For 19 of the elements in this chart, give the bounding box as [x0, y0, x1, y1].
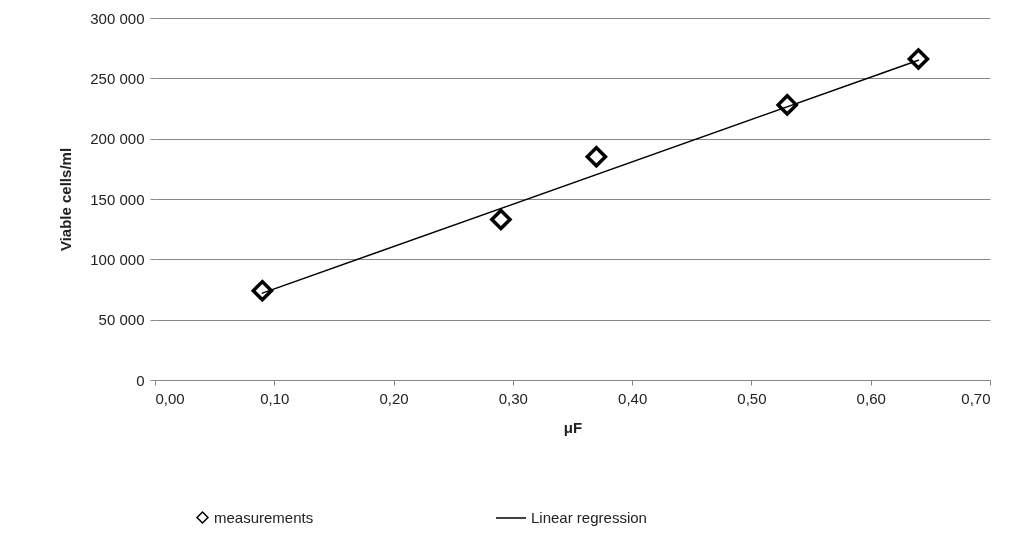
y-tick-label: 300 000: [90, 9, 145, 27]
x-tick-label: 0,30: [498, 389, 528, 407]
x-tick-label: 0,40: [618, 389, 648, 407]
y-tick-label: 100 000: [90, 250, 145, 268]
x-tick-label: 0,50: [737, 389, 767, 407]
legend-label: measurements: [214, 508, 314, 526]
y-tick-label: 150 000: [90, 190, 145, 208]
y-tick-label: 200 000: [90, 130, 145, 148]
x-tick-label: 0,20: [379, 389, 409, 407]
x-tick-label: 0,00: [155, 389, 185, 407]
y-axis-title: Viable cells/ml: [57, 147, 75, 252]
x-tick-label: 0,10: [260, 389, 290, 407]
y-tick-label: 50 000: [98, 311, 145, 329]
y-tick-label: 0: [136, 371, 145, 389]
x-axis-title: μF: [563, 418, 583, 436]
x-tick-label: 0,70: [961, 389, 991, 407]
legend-label: Linear regression: [531, 509, 647, 526]
y-tick-label: 250 000: [90, 69, 145, 87]
x-tick-label: 0,60: [856, 389, 886, 407]
